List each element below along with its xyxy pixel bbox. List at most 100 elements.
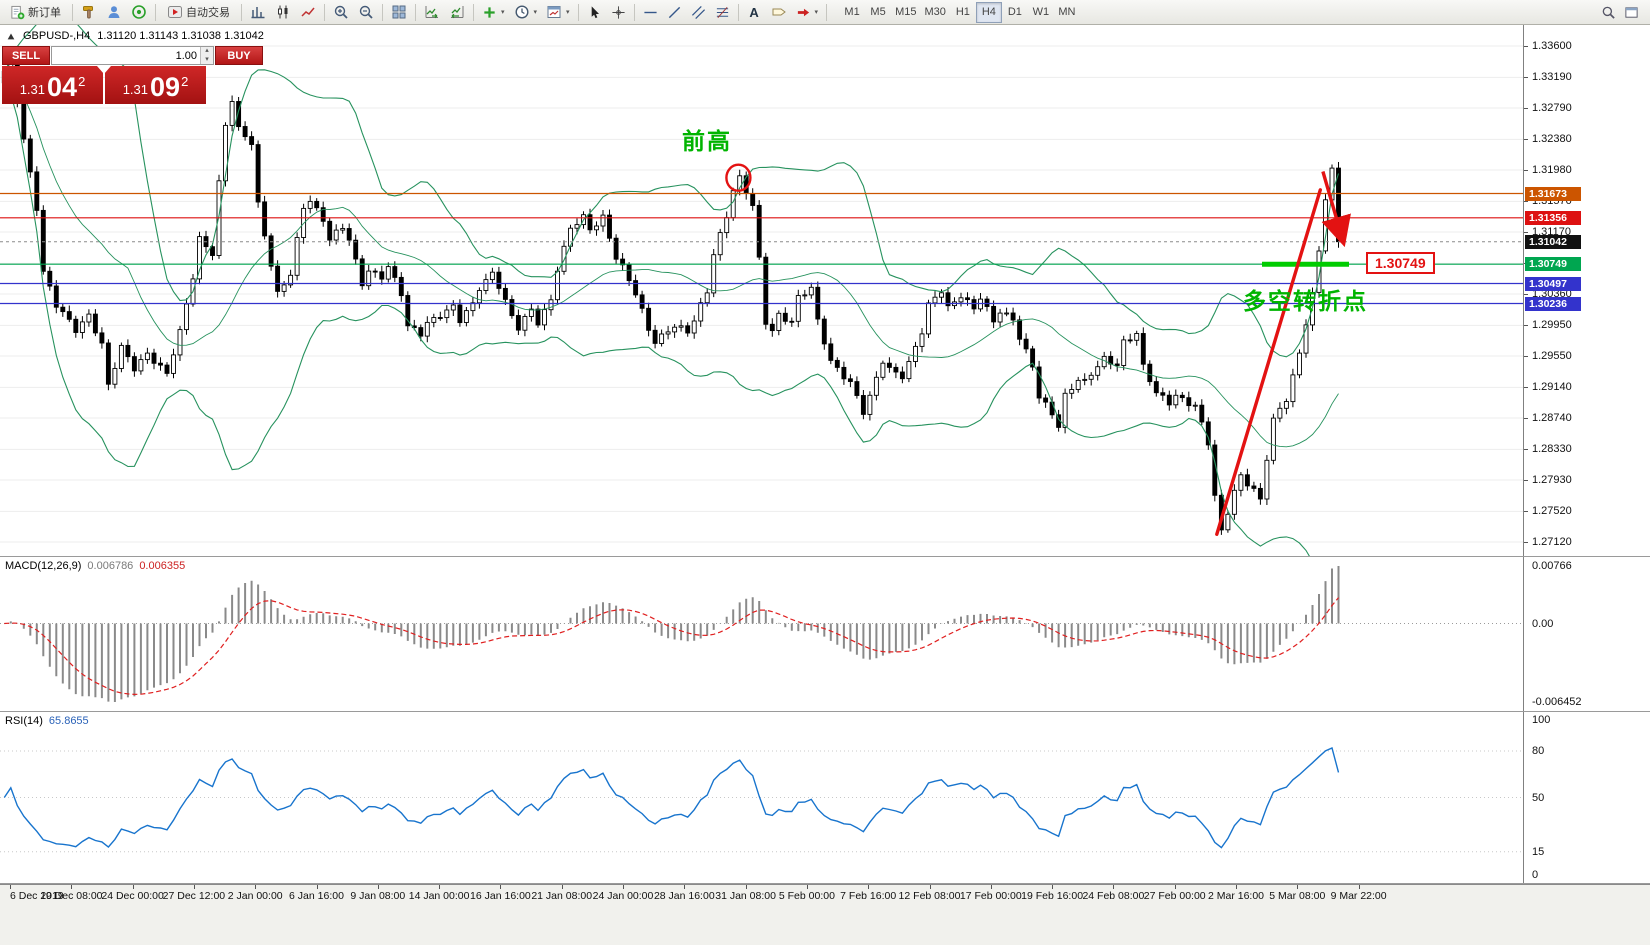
current-price-tag: 1.31042 (1525, 234, 1581, 249)
window-list-button[interactable] (1620, 2, 1643, 23)
macd-main-value: 0.006786 (87, 560, 134, 572)
bar-chart-mode-button[interactable] (246, 2, 270, 23)
candlestick-mode-button[interactable] (271, 2, 295, 23)
rsi-axis-label: 80 (1532, 745, 1545, 757)
macd-axis-label: -0.006452 (1532, 696, 1582, 708)
panel-separator[interactable] (0, 711, 1650, 712)
sell-price-button[interactable]: 1.31 04 2 (2, 66, 103, 104)
volume-input[interactable] (52, 47, 200, 64)
price-level-tag: 1.30236 (1525, 296, 1581, 311)
macd-axis-label: 0.00 (1532, 617, 1554, 630)
time-axis-label: 16 Jan 16:00 (470, 890, 531, 902)
volume-increase-button[interactable]: ▴ (201, 47, 213, 56)
macd-axis-label: 0.00766 (1532, 560, 1572, 572)
periods-button[interactable]: ▾ (510, 2, 542, 23)
time-axis-label: 9 Jan 08:00 (350, 890, 406, 902)
zoom-in-icon (334, 5, 348, 19)
navigator-button[interactable] (102, 2, 126, 23)
template-icon (547, 6, 561, 18)
price-level-tag: 1.30497 (1525, 276, 1581, 291)
buy-price-button[interactable]: 1.31 09 2 (105, 66, 206, 104)
text-tool-button[interactable]: A (743, 2, 766, 23)
equidistant-channel-icon (691, 5, 705, 19)
time-axis-label: 28 Jan 16:00 (653, 890, 715, 902)
timeframe-m1[interactable]: M1 (839, 2, 865, 23)
timeframe-d1[interactable]: D1 (1002, 2, 1028, 23)
rsi-panel-chart[interactable] (0, 712, 1523, 883)
timeframe-m30[interactable]: M30 (920, 2, 949, 23)
channel-tool-button[interactable] (687, 2, 710, 23)
panel-separator[interactable] (0, 556, 1650, 557)
community-button[interactable] (127, 2, 151, 23)
trendline-tool-button[interactable] (663, 2, 686, 23)
macd-panel-chart[interactable] (0, 557, 1523, 711)
window-icon (1625, 6, 1638, 18)
sell-price-main: 04 (47, 72, 78, 102)
cursor-icon (591, 5, 599, 18)
candlestick-chart[interactable] (0, 25, 1523, 556)
volume-spin-buttons: ▴ ▾ (200, 47, 213, 64)
new-order-button[interactable]: 新订单 (3, 2, 68, 23)
buy-price-main: 09 (150, 72, 181, 102)
strategy-tester-button[interactable] (77, 2, 101, 23)
arrow-shape-icon (797, 8, 809, 16)
zoom-in-button[interactable] (329, 2, 353, 23)
chevron-down-icon: ▾ (533, 8, 538, 16)
autotrading-button[interactable]: 自动交易 (160, 2, 237, 23)
label-tool-button[interactable] (767, 2, 791, 23)
autotrading-icon (168, 6, 182, 18)
zoom-out-button[interactable] (354, 2, 378, 23)
time-axis-label: 19 Dec 08:00 (40, 890, 103, 902)
auto-scroll-icon (425, 6, 438, 19)
chart-shift-button[interactable] (445, 2, 469, 23)
indicators-button[interactable]: ▾ (478, 2, 509, 23)
price-axis[interactable]: 1.33600 1.33190 1.32790 1.32380 1.31980 1.315… (1523, 25, 1650, 884)
timeframe-h4[interactable]: H4 (975, 1, 1002, 23)
toolbar-right-group (1597, 2, 1647, 23)
timeframe-m5[interactable]: M5 (865, 2, 891, 23)
timeframe-h1[interactable]: H1 (950, 2, 976, 23)
arrows-tool-button[interactable]: ▾ (792, 2, 823, 23)
crosshair-tool-button[interactable] (607, 2, 630, 23)
turning-point-annotation[interactable]: 多空转折点 (1243, 288, 1368, 314)
line-chart-mode-button[interactable] (296, 2, 320, 23)
cursor-tool-button[interactable] (583, 2, 606, 23)
volume-decrease-button[interactable]: ▾ (201, 55, 213, 64)
rsi-axis-label: 0 (1532, 869, 1539, 881)
time-axis-label: 6 Jan 16:00 (289, 890, 344, 902)
zoom-out-icon (359, 5, 373, 19)
symbol-name: GBPUSD-,H4 (23, 30, 91, 42)
bull-candles (8, 59, 1335, 531)
chevron-down-icon: ▾ (566, 8, 570, 16)
prev-high-annotation[interactable]: 前高 (682, 128, 732, 154)
horizontal-line-tool-button[interactable] (639, 2, 662, 23)
macd-signal-line (4, 597, 1339, 696)
new-order-label: 新订单 (28, 7, 61, 19)
timeframe-w1[interactable]: W1 (1028, 2, 1054, 23)
fibonacci-tool-button[interactable] (711, 2, 734, 23)
price-tick-label: 1.28740 (1532, 411, 1572, 424)
rsi-header: RSI(14) 65.8655 (5, 715, 89, 727)
timeframe-mn[interactable]: MN (1054, 2, 1080, 23)
chevron-down-icon: ▾ (501, 8, 505, 16)
time-axis[interactable]: 6 Dec 2019 19 Dec 08:00 24 Dec 00:00 27 Dec… (0, 884, 1650, 945)
time-axis-label: 17 Feb 00:00 (959, 890, 1022, 902)
toolbar-separator (826, 3, 828, 21)
time-axis-label: 9 Mar 22:00 (1330, 890, 1387, 902)
rsi-axis-label: 100 (1532, 714, 1551, 726)
time-axis-label: 24 Feb 08:00 (1082, 890, 1145, 902)
price-callout-label[interactable]: 1.30749 (1366, 252, 1435, 275)
tile-windows-button[interactable] (387, 2, 411, 23)
auto-scroll-button[interactable] (420, 2, 444, 23)
price-tick-label: 1.33600 (1532, 39, 1572, 52)
buy-button[interactable]: BUY (215, 46, 263, 65)
text-label-icon (772, 8, 786, 16)
timeframe-m15[interactable]: M15 (891, 2, 920, 23)
volume-stepper[interactable]: ▴ ▾ (51, 46, 214, 65)
templates-button[interactable]: ▾ (542, 2, 574, 23)
trend-annotations[interactable] (725, 163, 1351, 536)
price-tick-label: 1.29950 (1532, 318, 1572, 331)
search-button[interactable] (1597, 2, 1620, 23)
sell-button[interactable]: SELL (2, 46, 50, 65)
price-level-tag: 1.31673 (1525, 186, 1581, 201)
